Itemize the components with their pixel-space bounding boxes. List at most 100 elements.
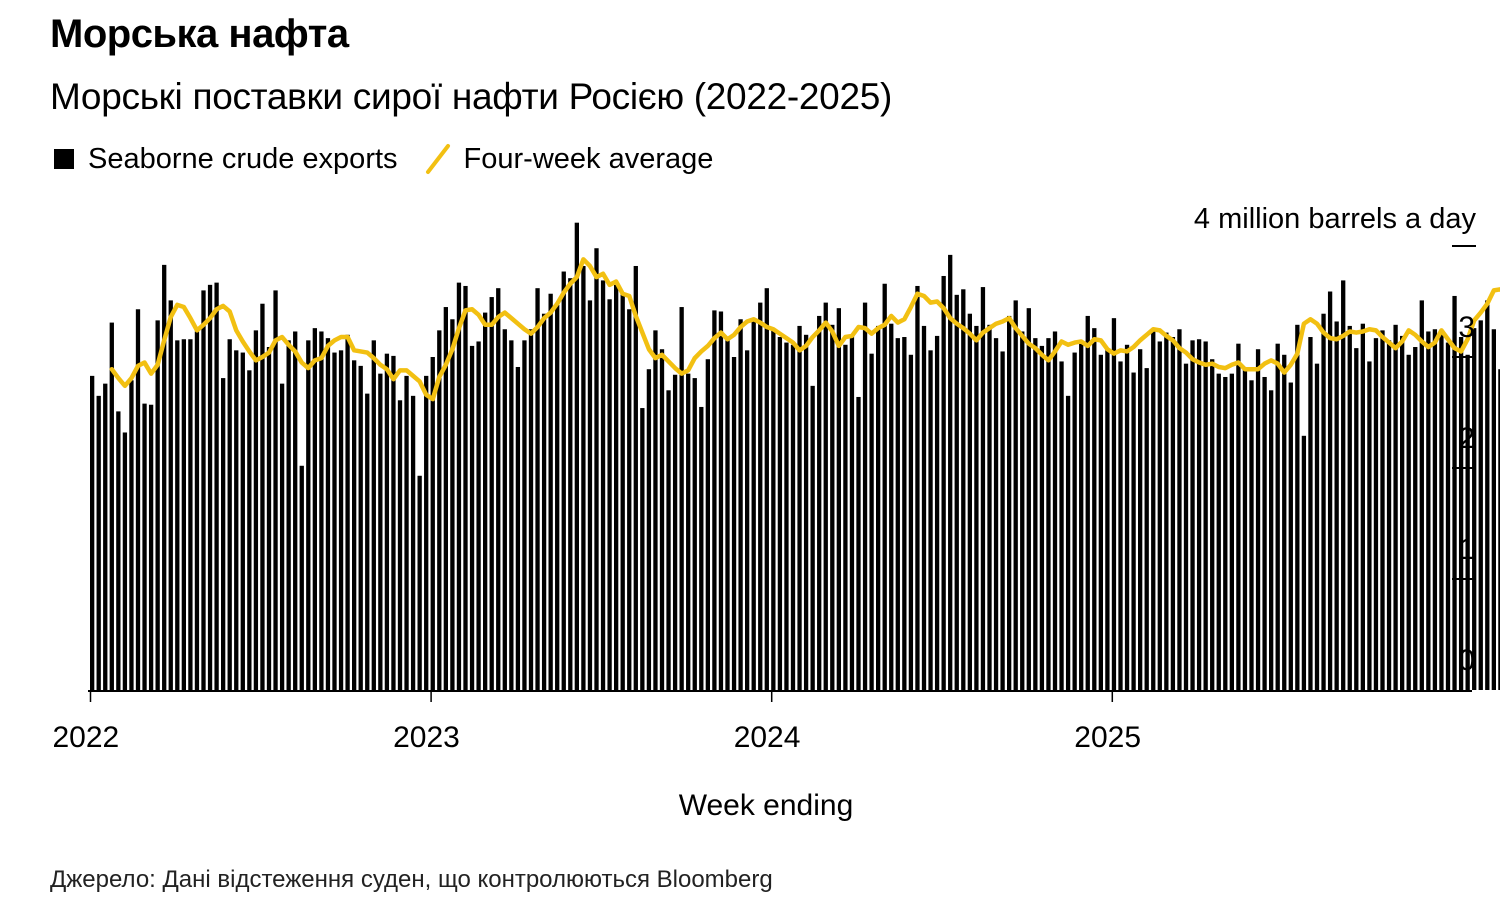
bar [319, 331, 324, 690]
bar [1380, 330, 1385, 690]
bar [168, 300, 173, 690]
bar [509, 340, 514, 690]
bar [1020, 331, 1025, 690]
bar [1052, 331, 1058, 690]
bar [725, 338, 730, 690]
bar [679, 307, 684, 690]
bar [535, 288, 540, 690]
bar [397, 400, 403, 690]
legend-label-exports: Seaborne crude exports [88, 142, 398, 175]
bar [463, 285, 468, 690]
bar [1327, 291, 1333, 690]
bar [522, 340, 527, 690]
bar [476, 341, 481, 690]
bar [1485, 300, 1490, 690]
bar [1341, 280, 1346, 690]
bar [181, 339, 186, 690]
bar [666, 390, 671, 690]
bar [705, 359, 710, 690]
bar [921, 325, 927, 690]
bar [823, 302, 828, 690]
chart-subtitle: Морські поставки сирої нафти Росією (202… [50, 76, 893, 117]
bar [967, 313, 972, 690]
bar [817, 315, 822, 690]
bar [1157, 341, 1162, 690]
bar [1092, 328, 1097, 690]
y-tick-label: 2 [1458, 422, 1475, 455]
bar [856, 396, 861, 690]
bar [1426, 331, 1431, 690]
bar [1262, 376, 1267, 690]
bar [325, 338, 331, 690]
bar [1216, 373, 1221, 690]
bar [456, 282, 462, 690]
bar [731, 357, 737, 690]
bar [653, 330, 658, 690]
bar [954, 294, 959, 690]
bar [830, 324, 835, 690]
bar [555, 304, 560, 690]
bar [410, 395, 416, 690]
bar [1255, 349, 1261, 690]
bar [1288, 382, 1293, 690]
bar [437, 330, 442, 690]
four-week-average-line [109, 257, 1500, 402]
bar [1445, 342, 1451, 690]
bar [1301, 435, 1307, 690]
bar [1275, 343, 1280, 690]
bar [1124, 344, 1130, 690]
x-tick-label: 2025 [1074, 721, 1141, 754]
bar [1196, 339, 1202, 690]
bar-series [90, 222, 1500, 690]
bar [312, 328, 317, 690]
bar [1354, 348, 1359, 690]
bar [1282, 354, 1287, 690]
bar [247, 370, 252, 690]
bar [1236, 343, 1241, 690]
bar [751, 318, 756, 690]
source-note: Джерело: Дані відстеження суден, що конт… [50, 866, 773, 893]
y-axis: 0 1 2 3 [1452, 245, 1476, 677]
bar [1242, 369, 1248, 690]
bar [568, 278, 573, 690]
bar [1190, 340, 1195, 690]
bar [116, 411, 121, 690]
bar [234, 350, 239, 690]
bar [915, 285, 920, 690]
bar [1013, 300, 1018, 690]
bar [430, 357, 435, 690]
bar [659, 349, 665, 690]
bar [1033, 338, 1038, 690]
bar [1269, 390, 1274, 690]
bar [129, 380, 134, 690]
bar [784, 342, 789, 690]
bar [1065, 395, 1071, 690]
bar [1295, 324, 1300, 690]
bar [148, 404, 154, 690]
bar [934, 335, 940, 690]
bar [1170, 337, 1176, 690]
bar [528, 329, 534, 690]
bar [941, 275, 946, 690]
bar [1360, 323, 1365, 690]
bar [1400, 335, 1405, 690]
bar [1007, 315, 1012, 690]
bar [175, 340, 180, 690]
bar [483, 312, 488, 690]
bar [273, 290, 278, 690]
bar [352, 360, 357, 690]
bar [1079, 341, 1084, 690]
bar [1059, 361, 1064, 690]
y-tick-label: 3 [1458, 311, 1475, 344]
bar [135, 309, 141, 690]
bar [1144, 368, 1149, 690]
legend: Seaborne crude exports Four-week average [54, 142, 713, 176]
bar [790, 344, 796, 690]
bar [371, 340, 376, 690]
bar [908, 354, 914, 690]
bar [600, 280, 606, 690]
bar [260, 303, 265, 690]
bar [849, 334, 855, 690]
bar [1393, 324, 1398, 690]
x-axis: 2022 2023 2024 2025 [53, 690, 1141, 754]
